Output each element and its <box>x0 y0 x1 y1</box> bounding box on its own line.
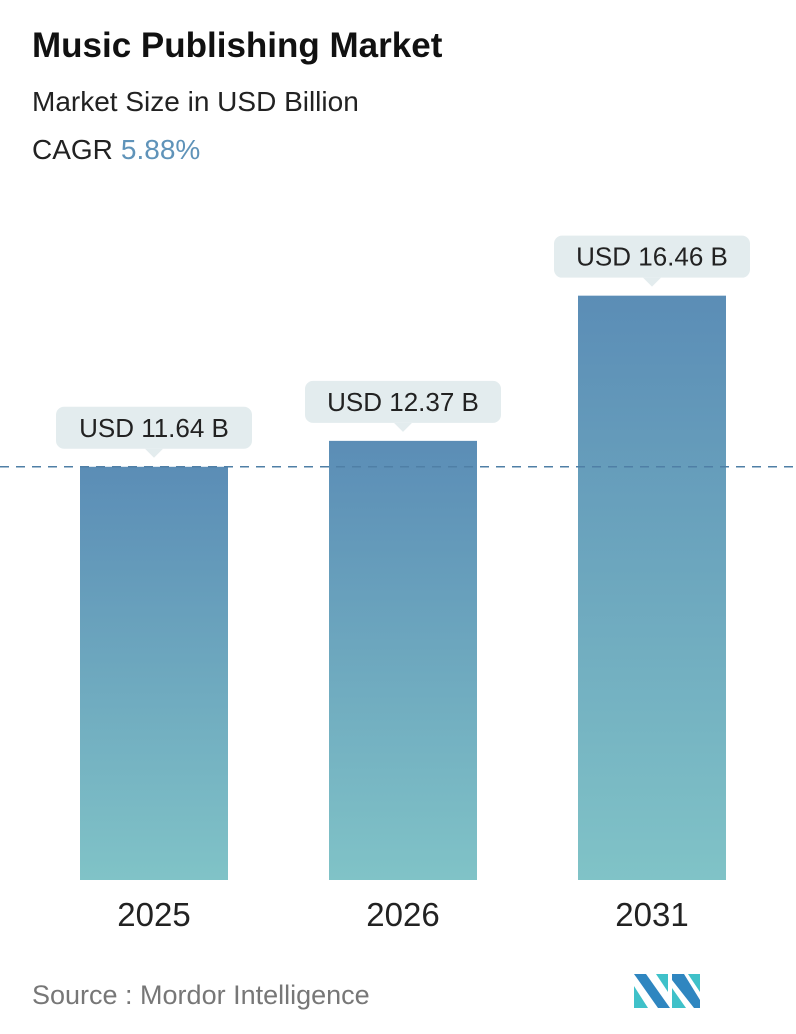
source-text: Source : Mordor Intelligence <box>32 980 370 1010</box>
chart-subtitle: Market Size in USD Billion <box>32 86 359 117</box>
data-label: USD 12.37 B <box>327 387 479 417</box>
data-label-pointer <box>145 448 163 458</box>
data-label: USD 11.64 B <box>79 413 229 443</box>
chart-title: Music Publishing Market <box>32 26 443 65</box>
data-label-bubble <box>305 380 501 423</box>
bar-2031 <box>578 295 726 880</box>
bar-2026 <box>329 440 477 880</box>
data-label-bubble <box>56 406 252 449</box>
cagr: CAGR 5.88% <box>32 134 200 166</box>
x-tick-label: 2031 <box>615 896 688 933</box>
data-label-pointer <box>394 422 412 432</box>
x-tick-label: 2026 <box>366 896 439 933</box>
data-label: USD 16.46 B <box>576 242 728 272</box>
data-label-pointer <box>643 277 661 287</box>
mordor-logo-icon <box>634 974 700 1008</box>
cagr-label: CAGR <box>32 134 113 165</box>
data-label-bubble <box>554 235 750 278</box>
bar-2025 <box>80 466 228 880</box>
cagr-value: 5.88% <box>120 134 201 165</box>
x-tick-label: 2025 <box>117 896 190 933</box>
